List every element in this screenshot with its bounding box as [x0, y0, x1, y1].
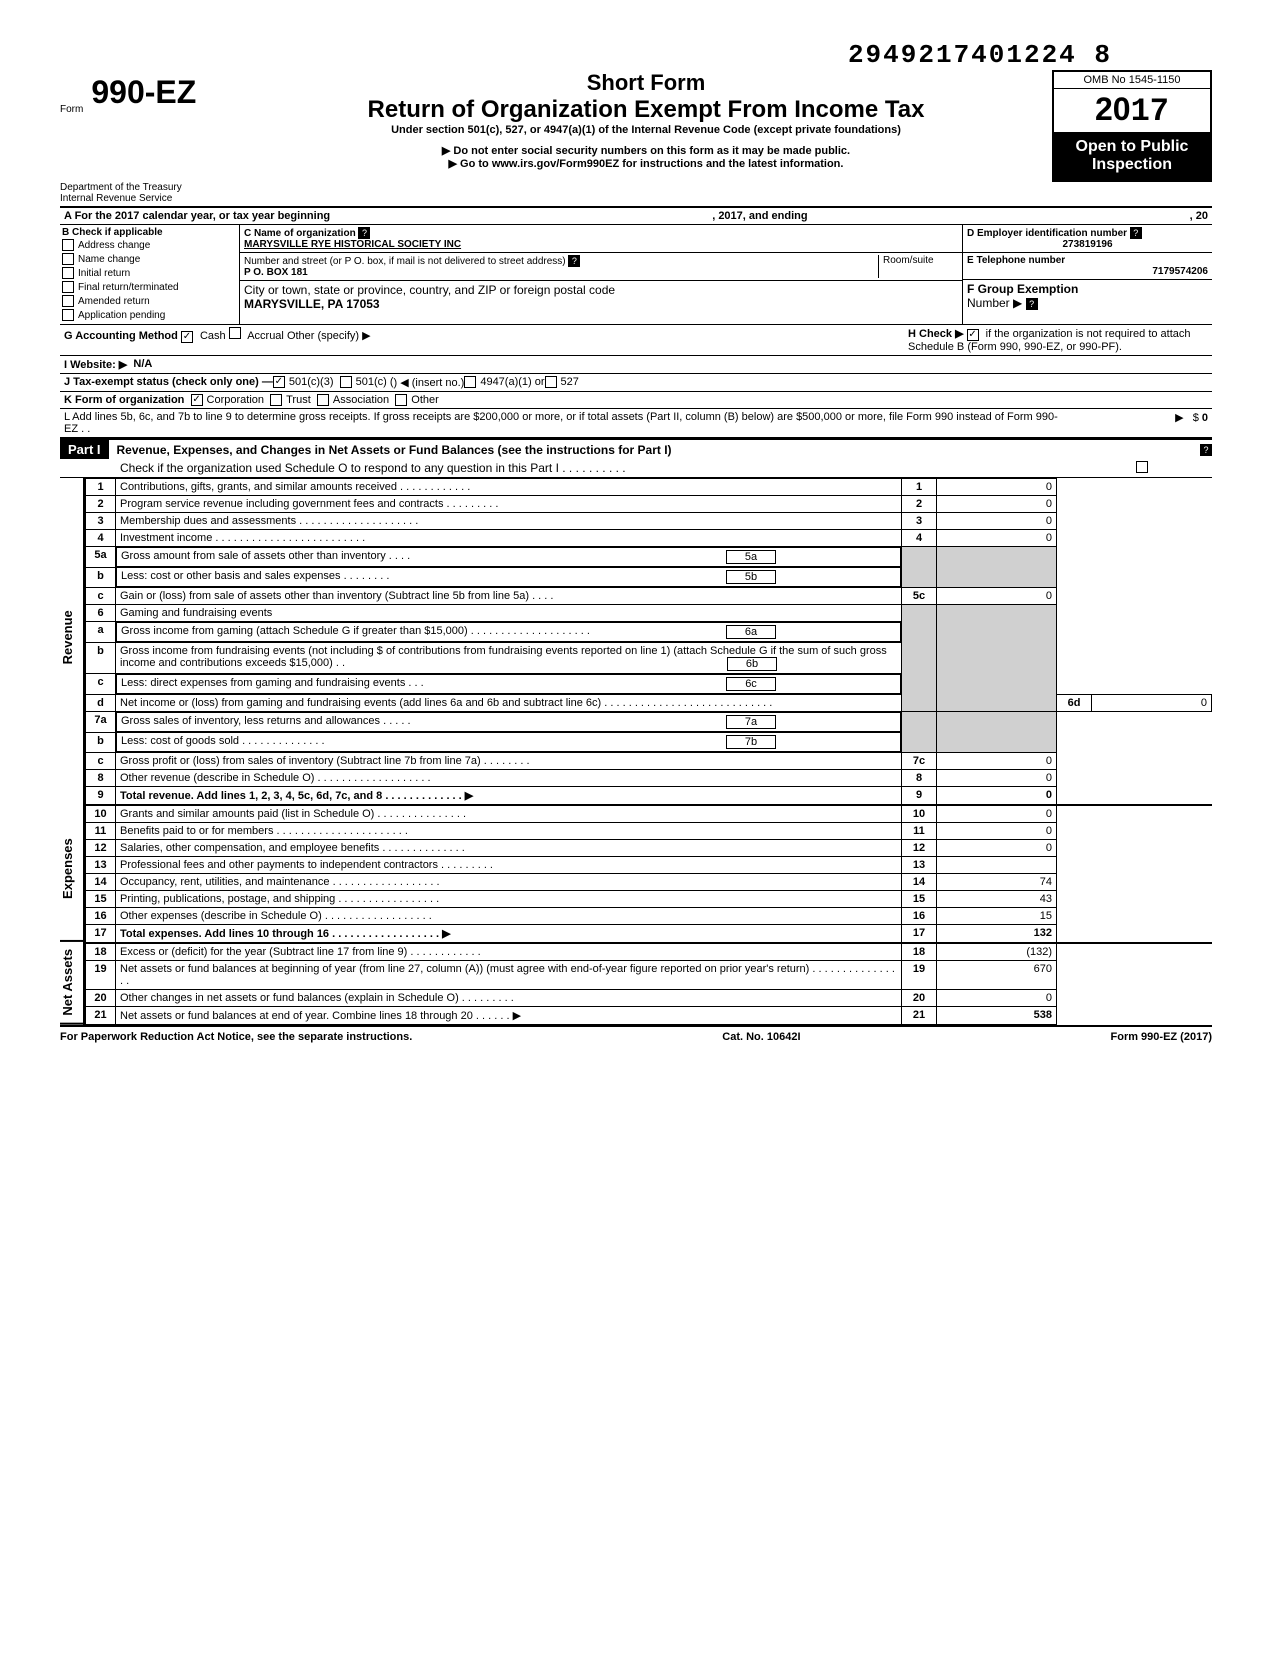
org-name: MARYSVILLE RYE HISTORICAL SOCIETY INC — [244, 239, 461, 250]
k-label: K Form of organization — [64, 394, 184, 406]
chk-527[interactable] — [545, 376, 557, 388]
sidebar-expenses: Expenses — [60, 797, 83, 942]
open-public1: Open to Public — [1058, 138, 1206, 156]
form-prefix: Form — [60, 104, 83, 115]
f-label: F Group Exemption — [967, 282, 1078, 296]
part1-label: Part I — [60, 440, 109, 459]
omb: OMB No 1545-1150 — [1054, 72, 1210, 89]
chk-accrual[interactable] — [229, 327, 241, 339]
footer-left: For Paperwork Reduction Act Notice, see … — [60, 1031, 412, 1043]
chk-pending[interactable] — [62, 309, 74, 321]
street-label: Number and street (or P O. box, if mail … — [244, 256, 566, 267]
chk-schedule-o[interactable] — [1136, 461, 1148, 473]
dln: 2949217401224 8 — [60, 40, 1212, 70]
form-number: 990-EZ — [83, 70, 204, 115]
help-icon[interactable]: ? — [358, 227, 370, 239]
c-label: C Name of organization — [244, 228, 356, 239]
d-label: D Employer identification number — [967, 228, 1127, 239]
chk-final[interactable] — [62, 281, 74, 293]
e-label: E Telephone number — [967, 255, 1065, 266]
lines-table: 1Contributions, gifts, grants, and simil… — [85, 478, 1212, 1025]
l-amount: 0 — [1202, 412, 1208, 424]
sidebar-netassets: Net Assets — [60, 942, 83, 1025]
year: 2017 — [1054, 89, 1210, 132]
part1-title: Revenue, Expenses, and Changes in Net As… — [109, 443, 1200, 457]
footer-right: Form 990-EZ (2017) — [1111, 1031, 1212, 1043]
g-label: G Accounting Method — [64, 330, 178, 342]
website: N/A — [133, 358, 152, 371]
title-note1: ▶ Do not enter social security numbers o… — [240, 144, 1052, 157]
room-label: Room/suite — [883, 255, 934, 266]
chk-h[interactable]: ✓ — [967, 329, 979, 341]
phone: 7179574206 — [967, 266, 1208, 277]
help-icon[interactable]: ? — [1130, 227, 1142, 239]
street-value: P O. BOX 181 — [244, 267, 308, 278]
dept: Department of the Treasury — [60, 182, 182, 193]
chk-assoc[interactable] — [317, 394, 329, 406]
section-a-label: A For the 2017 calendar year, or tax yea… — [64, 210, 330, 222]
chk-501c[interactable] — [340, 376, 352, 388]
chk-corp[interactable]: ✓ — [191, 394, 203, 406]
i-label: I Website: ▶ — [64, 358, 127, 371]
title-note2: ▶ Go to www.irs.gov/Form990EZ for instru… — [240, 157, 1052, 170]
section-a-end: , 20 — [1190, 210, 1208, 222]
section-a-mid: , 2017, and ending — [712, 210, 807, 222]
city-value: MARYSVILLE, PA 17053 — [244, 297, 380, 311]
irs: Internal Revenue Service — [60, 193, 182, 204]
ein: 273819196 — [967, 239, 1208, 250]
chk-trust[interactable] — [270, 394, 282, 406]
chk-initial[interactable] — [62, 267, 74, 279]
help-icon[interactable]: ? — [568, 255, 580, 267]
b-header: B Check if applicable — [62, 227, 237, 238]
h-label: H Check ▶ — [908, 328, 964, 340]
help-icon[interactable]: ? — [1200, 444, 1212, 456]
title-main: Return of Organization Exempt From Incom… — [240, 96, 1052, 124]
sidebar-revenue: Revenue — [60, 478, 83, 797]
j-label: J Tax-exempt status (check only one) — — [64, 376, 273, 389]
chk-other[interactable] — [395, 394, 407, 406]
help-icon[interactable]: ? — [1026, 298, 1038, 310]
chk-amended[interactable] — [62, 295, 74, 307]
title-short: Short Form — [240, 70, 1052, 96]
chk-cash[interactable]: ✓ — [181, 331, 193, 343]
title-under: Under section 501(c), 527, or 4947(a)(1)… — [240, 124, 1052, 136]
l-text: L Add lines 5b, 6c, and 7b to line 9 to … — [64, 411, 1058, 435]
city-label: City or town, state or province, country… — [244, 283, 615, 297]
chk-address[interactable] — [62, 239, 74, 251]
chk-501c3[interactable]: ✓ — [273, 376, 285, 388]
open-public2: Inspection — [1058, 156, 1206, 174]
chk-4947[interactable] — [464, 376, 476, 388]
footer-mid: Cat. No. 10642I — [722, 1031, 800, 1043]
f-label2: Number ▶ — [967, 296, 1022, 310]
chk-name[interactable] — [62, 253, 74, 265]
part1-check: Check if the organization used Schedule … — [120, 461, 626, 475]
